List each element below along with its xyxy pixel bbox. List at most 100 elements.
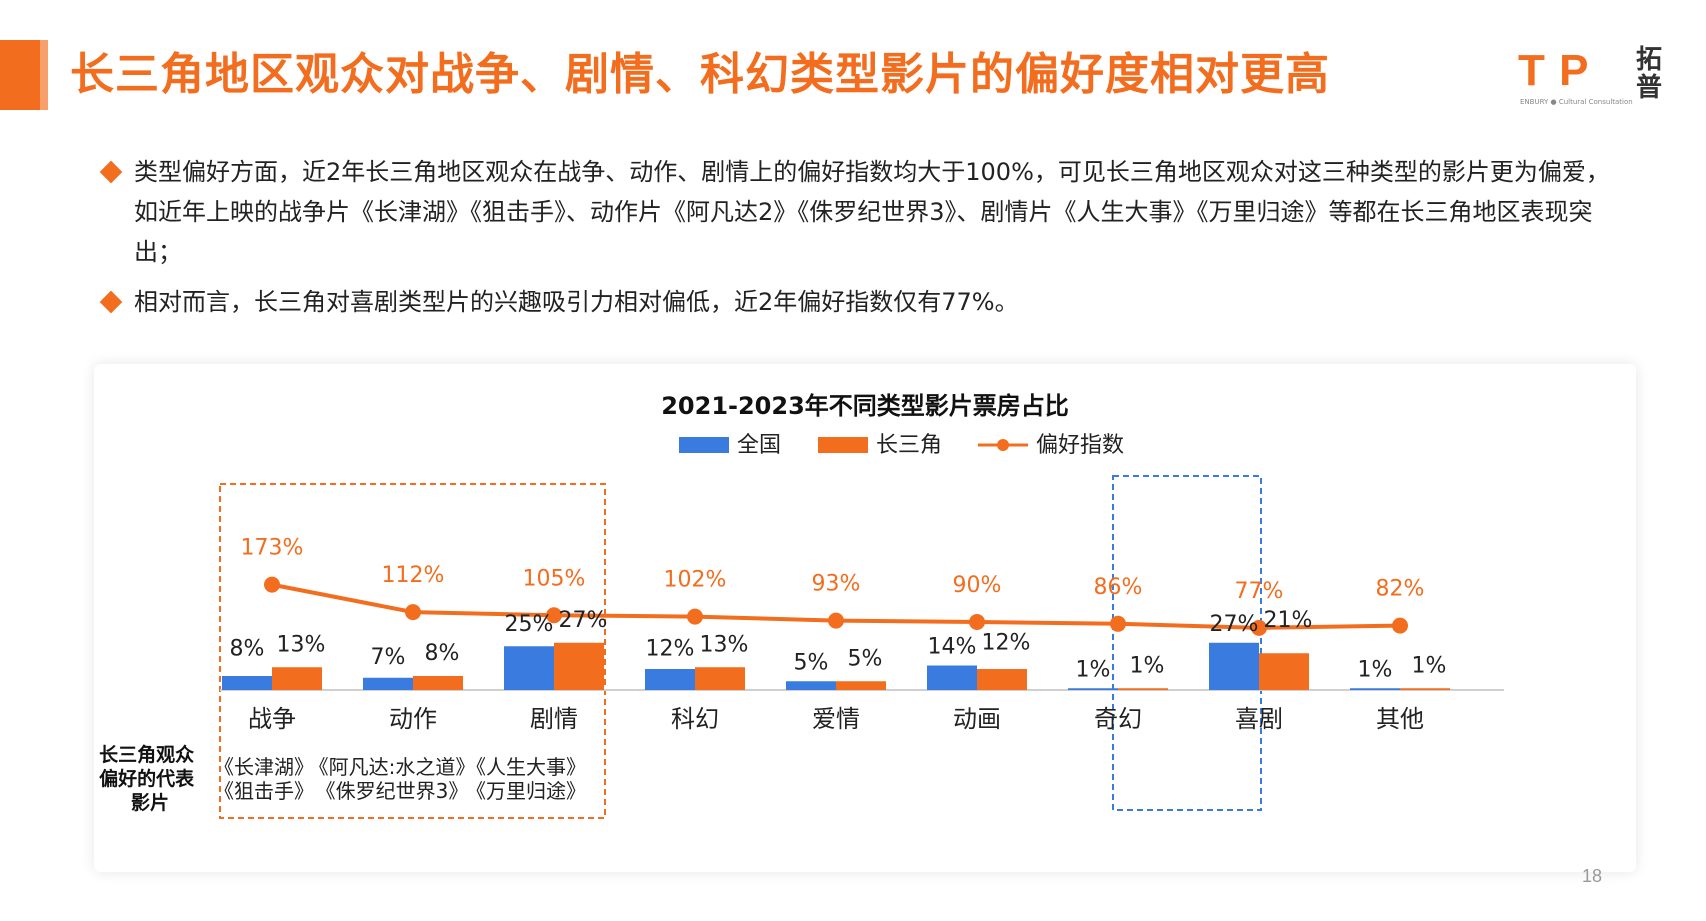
index-label-2: 112% xyxy=(382,563,445,588)
data-label-national-8: 27% xyxy=(1210,612,1259,637)
index-point-4 xyxy=(687,608,703,625)
index-point-7 xyxy=(1110,615,1126,632)
bar-national-8 xyxy=(1209,642,1259,690)
bullet-item: 相对而言，长三角对喜剧类型片的兴趣吸引力相对偏低，近2年偏好指数仅有77%。 xyxy=(99,282,1620,322)
bar-yrd-3 xyxy=(554,642,604,690)
page-number: 18 xyxy=(1582,866,1603,886)
bar-national-3 xyxy=(504,646,554,690)
bar-yrd-5 xyxy=(836,681,886,690)
representative-films-row: 长三角观众 偏好的代表 影片 《长津湖》 《狙击手》 《阿凡达:水之道》 《侏罗… xyxy=(99,743,586,814)
film-action-1: 《阿凡达:水之道》 xyxy=(309,755,476,779)
brand-logo: T P 拓普 ENBURY ● Cultural Consultation xyxy=(1518,42,1688,112)
data-label-national-4: 12% xyxy=(646,636,695,661)
data-label-national-9: 1% xyxy=(1358,657,1393,682)
x-tick-label-8: 喜剧 xyxy=(1235,705,1283,733)
bar-national-1 xyxy=(222,676,272,690)
preference-index-line xyxy=(264,576,1408,636)
legend-marker-index xyxy=(997,439,1009,451)
index-point-5 xyxy=(828,612,844,629)
x-tick-label-4: 科幻 xyxy=(671,705,719,733)
bullet-text: 相对而言，长三角对喜剧类型片的兴趣吸引力相对偏低，近2年偏好指数仅有77%。 xyxy=(134,288,1019,316)
data-label-yrd-9: 1% xyxy=(1412,653,1447,678)
data-label-national-2: 7% xyxy=(371,645,406,670)
x-tick-label-9: 其他 xyxy=(1376,705,1424,733)
x-tick-label-7: 奇幻 xyxy=(1094,705,1142,733)
data-label-yrd-2: 8% xyxy=(425,641,460,666)
index-label-9: 82% xyxy=(1376,577,1425,602)
index-point-3 xyxy=(546,607,562,624)
index-label-1: 173% xyxy=(241,536,304,561)
highlight-box-top-genres xyxy=(219,483,606,819)
highlight-box-comedy xyxy=(1112,475,1262,811)
bars-layer xyxy=(222,642,1450,690)
page-title: 长三角地区观众对战争、剧情、科幻类型影片的偏好度相对更高 xyxy=(70,49,1330,100)
legend-label-index: 偏好指数 xyxy=(1036,433,1124,458)
data-label-yrd-5: 5% xyxy=(848,646,883,671)
chart-legend: 全国 长三角 偏好指数 xyxy=(679,433,1124,458)
data-label-national-6: 14% xyxy=(928,635,977,660)
bar-yrd-7 xyxy=(1118,688,1168,690)
data-label-national-7: 1% xyxy=(1076,657,1111,682)
logo-subtitle: ENBURY ● Cultural Consultation xyxy=(1520,98,1633,106)
data-label-national-3: 25% xyxy=(505,612,554,637)
chart-card: 2021-2023年不同类型影片票房占比 全国 长三角 偏好指数 8% 13% 战争… xyxy=(94,364,1636,872)
x-tick-label-1: 战争 xyxy=(248,705,296,733)
data-label-yrd-8: 21% xyxy=(1264,608,1313,633)
bar-yrd-8 xyxy=(1259,653,1309,690)
index-point-2 xyxy=(405,604,421,621)
index-label-4: 102% xyxy=(664,568,727,593)
summary-bullets: 类型偏好方面，近2年长三角地区观众在战争、动作、剧情上的偏好指数均大于100%，… xyxy=(99,152,1620,332)
x-tick-label-6: 动画 xyxy=(953,705,1001,733)
x-tick-label-2: 动作 xyxy=(389,705,437,733)
data-label-yrd-1: 13% xyxy=(277,632,326,657)
title-accent-bar xyxy=(0,40,46,110)
film-war-2: 《狙击手》 xyxy=(214,779,314,803)
x-tick-label-5: 爱情 xyxy=(812,705,860,733)
box-office-share-chart: 2021-2023年不同类型影片票房占比 全国 长三角 偏好指数 8% 13% 战争… xyxy=(99,392,1504,819)
x-tick-label-3: 剧情 xyxy=(530,705,578,733)
data-label-yrd-7: 1% xyxy=(1130,653,1165,678)
index-label-3: 105% xyxy=(523,566,586,591)
index-point-6 xyxy=(969,614,985,630)
film-drama-1: 《人生大事》 xyxy=(466,755,586,779)
legend-swatch-yrd xyxy=(818,437,868,453)
bar-national-9 xyxy=(1350,688,1400,690)
diamond-bullet-icon xyxy=(99,290,123,314)
row-label: 长三角观众 偏好的代表 影片 xyxy=(99,743,201,814)
index-point-1 xyxy=(264,576,280,593)
index-point-8 xyxy=(1251,619,1267,636)
bar-national-7 xyxy=(1068,688,1118,690)
index-label-7: 86% xyxy=(1094,575,1143,600)
logo-chinese-name: 拓普 xyxy=(1636,45,1663,103)
bullet-item: 类型偏好方面，近2年长三角地区观众在战争、动作、剧情上的偏好指数均大于100%，… xyxy=(99,152,1620,272)
bar-national-5 xyxy=(786,681,836,690)
bar-national-6 xyxy=(927,665,977,690)
bar-yrd-9 xyxy=(1400,688,1450,690)
bar-yrd-6 xyxy=(977,669,1027,690)
index-label-6: 90% xyxy=(953,573,1002,598)
index-label-5: 93% xyxy=(812,572,861,597)
film-war-1: 《长津湖》 xyxy=(214,755,314,779)
data-label-yrd-6: 12% xyxy=(982,631,1031,656)
bar-yrd-4 xyxy=(695,667,745,690)
bar-yrd-1 xyxy=(272,667,322,690)
legend-swatch-national xyxy=(679,437,729,453)
index-point-9 xyxy=(1392,617,1408,634)
bar-national-2 xyxy=(363,677,413,690)
data-label-national-5: 5% xyxy=(794,650,829,675)
index-label-8: 77% xyxy=(1235,579,1284,604)
logo-wordmark: T P xyxy=(1518,46,1590,95)
bar-national-4 xyxy=(645,669,695,690)
title-accent-stripe xyxy=(40,40,48,110)
bullet-text: 类型偏好方面，近2年长三角地区观众在战争、动作、剧情上的偏好指数均大于100%，… xyxy=(134,158,1610,266)
legend-label-national: 全国 xyxy=(737,433,781,458)
data-label-yrd-4: 13% xyxy=(700,632,749,657)
data-label-yrd-3: 27% xyxy=(559,608,608,633)
film-drama-2: 《万里归途》 xyxy=(466,779,586,803)
bar-yrd-2 xyxy=(413,676,463,690)
legend-label-yrd: 长三角 xyxy=(876,433,942,458)
chart-title: 2021-2023年不同类型影片票房占比 xyxy=(661,392,1069,420)
data-label-national-1: 8% xyxy=(230,636,265,661)
diamond-bullet-icon xyxy=(99,160,123,184)
